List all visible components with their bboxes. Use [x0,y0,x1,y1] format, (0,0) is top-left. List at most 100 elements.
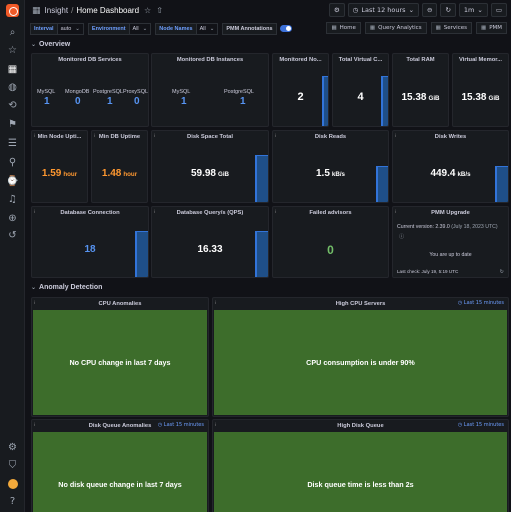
row-anomaly-title: Anomaly Detection [39,284,103,291]
variable-select-environment[interactable]: All ⌄ [129,22,152,35]
alerting-icon[interactable]: ⚲ [8,157,17,168]
starred-icon[interactable]: ☆ [8,45,17,56]
panel-total-ram[interactable]: Total RAM 15.38 GiB [392,53,449,127]
info-icon[interactable]: i [34,133,35,138]
info-icon[interactable]: i [154,209,155,214]
query-analytics-icon[interactable]: ⟲ [8,100,17,111]
refresh-interval-label: 1m [463,6,475,14]
history-icon[interactable]: ↺ [8,230,17,241]
postgresql-value: 1 [240,96,246,107]
time-range-picker[interactable]: ◷ Last 12 hours ⌄ [347,3,420,17]
tv-mode-button[interactable]: ▭ [490,3,507,17]
panel-high-cpu-servers[interactable]: i High CPU Servers ◷ Last 15 minutes CPU… [212,297,509,417]
stat-unit: GiB [218,171,230,178]
sparkline [495,166,508,202]
pmm-logo-icon[interactable] [6,4,19,17]
info-icon[interactable]: i [34,209,35,214]
breadcrumb-folder[interactable]: Insight [44,6,69,15]
settings-icon[interactable]: ⚙ [8,442,17,453]
dashboard-links: ▦ Home ▦ Query Analytics ▦ Services ▦ PMM [326,22,507,34]
link-home[interactable]: ▦ Home [326,22,361,34]
info-icon[interactable]: i [275,209,276,214]
row-overview[interactable]: ⌄ Overview [31,41,70,48]
dashboards-icon[interactable]: ▦ [7,64,18,75]
explore-icon[interactable]: ⚑ [8,119,17,130]
mysql-value: 1 [181,96,187,107]
pmm-annotations-toggle[interactable] [279,25,292,32]
info-icon[interactable]: i [395,209,396,214]
link-pmm-label: PMM [489,25,502,31]
panel-failed-advisors[interactable]: i Failed advisors 0 [272,206,389,278]
time-range-link[interactable]: ◷ Last 15 minutes [457,300,504,306]
row-anomaly-detection[interactable]: ⌄ Anomaly Detection [31,284,102,291]
panel-monitored-nodes[interactable]: Monitored No... 2 [272,53,329,127]
panel-disk-reads[interactable]: i Disk Reads 1.5 kB/s [272,130,389,203]
panel-high-disk-queue[interactable]: i High Disk Queue ◷ Last 15 minutes Disk… [212,419,509,512]
bell-icon[interactable]: ♫ [8,194,17,205]
panel-database-connection[interactable]: i Database Connection 18 [31,206,149,278]
panel-monitored-db-instances[interactable]: Monitored DB Instances MySQL 1 PostgreSQ… [151,53,269,127]
shield-icon[interactable]: ⛉ [8,460,17,471]
dashboard-settings-button[interactable]: ⚙ [328,3,345,17]
info-icon[interactable]: i [34,422,35,427]
search-icon[interactable]: ⌕ [9,27,16,38]
panel-title: Virtual Memor... [458,57,503,63]
panel-min-node-uptime[interactable]: i Min Node Upti... 1.59 hour [31,130,88,203]
advisors-icon[interactable]: ☰ [8,138,17,149]
panel-monitored-db-services[interactable]: Monitored DB Services MySQL 1 MongoDB 0 … [31,53,149,127]
help-icon[interactable]: ? [9,496,16,507]
panel-database-queries[interactable]: i Database Query/s (QPS) 16.33 [151,206,269,278]
star-icon[interactable]: ☆ [144,6,152,15]
chevron-down-icon: ⌄ [75,25,80,32]
variable-select-interval[interactable]: auto ⌄ [57,22,84,35]
upgrade-status: You are up to date [429,252,472,258]
stat-unit: GiB [488,95,500,102]
info-icon[interactable]: i [215,422,216,427]
time-range-link[interactable]: ◷ Last 15 minutes [157,422,204,428]
home-dashboards-icon[interactable]: ◍ [8,82,17,93]
panel-title: High Disk Queue [337,423,384,429]
inventory-icon[interactable]: ⊕ [8,213,17,224]
stat-value: 4 [357,91,364,103]
info-icon[interactable]: i [154,133,155,138]
breadcrumb-dashboard[interactable]: Home Dashboard [76,6,140,15]
link-services[interactable]: ▦ Services [430,22,472,34]
variable-select-node-names[interactable]: All ⌄ [196,22,219,35]
panel-pmm-upgrade[interactable]: i PMM Upgrade Current version: 2.39.0 (J… [392,206,509,278]
refresh-icon[interactable]: ↻ [499,269,504,275]
zoom-out-button[interactable]: ⊖ [422,3,438,17]
panel-total-virtual-cpus[interactable]: Total Virtual C... 4 [332,53,389,127]
panel-cpu-anomalies[interactable]: i CPU Anomalies No CPU change in last 7 … [31,297,209,417]
info-icon[interactable]: i [395,133,396,138]
panel-title: Database Connection [60,210,120,216]
avatar[interactable] [5,476,20,491]
link-pmm[interactable]: ▦ PMM [475,22,507,34]
panel-disk-space-total[interactable]: i Disk Space Total 59.98 GiB [151,130,269,203]
backup-icon[interactable]: ⌚ [6,176,19,187]
link-query-analytics[interactable]: ▦ Query Analytics [364,22,427,34]
refresh-interval-picker[interactable]: 1m ⌄ [458,3,488,17]
panel-virtual-memory[interactable]: Virtual Memor... 15.38 GiB [452,53,509,127]
status-area [214,310,507,415]
panel-disk-queue-anomalies[interactable]: i Disk Queue Anomalies ◷ Last 15 minutes… [31,419,209,512]
info-icon[interactable]: ⓘ [399,234,405,240]
status-message: No CPU change in last 7 days [69,358,171,367]
refresh-button[interactable]: ↻ [440,3,456,17]
panel-title: Disk Reads [314,134,347,140]
info-icon[interactable]: i [34,300,35,305]
share-icon[interactable]: ⇧ [156,6,163,15]
breadcrumb: Insight / Home Dashboard [45,6,140,15]
info-icon[interactable]: i [94,133,95,138]
stat-unit: hour [123,171,138,178]
stat-value: 1.5 [316,168,330,179]
info-icon[interactable]: i [275,133,276,138]
info-icon[interactable]: i [215,300,216,305]
panel-min-db-uptime[interactable]: i Min DB Uptime 1.48 hour [91,130,148,203]
link-home-label: Home [339,25,356,31]
panel-title: Min DB Uptime [98,134,141,140]
panel-disk-writes[interactable]: i Disk Writes 449.4 kB/s [392,130,509,203]
panel-title: Disk Queue Anomalies [88,423,152,429]
time-range-link[interactable]: ◷ Last 15 minutes [457,422,504,428]
variable-label-interval: Interval [30,22,58,35]
stat-value[interactable]: 0 [327,243,334,257]
